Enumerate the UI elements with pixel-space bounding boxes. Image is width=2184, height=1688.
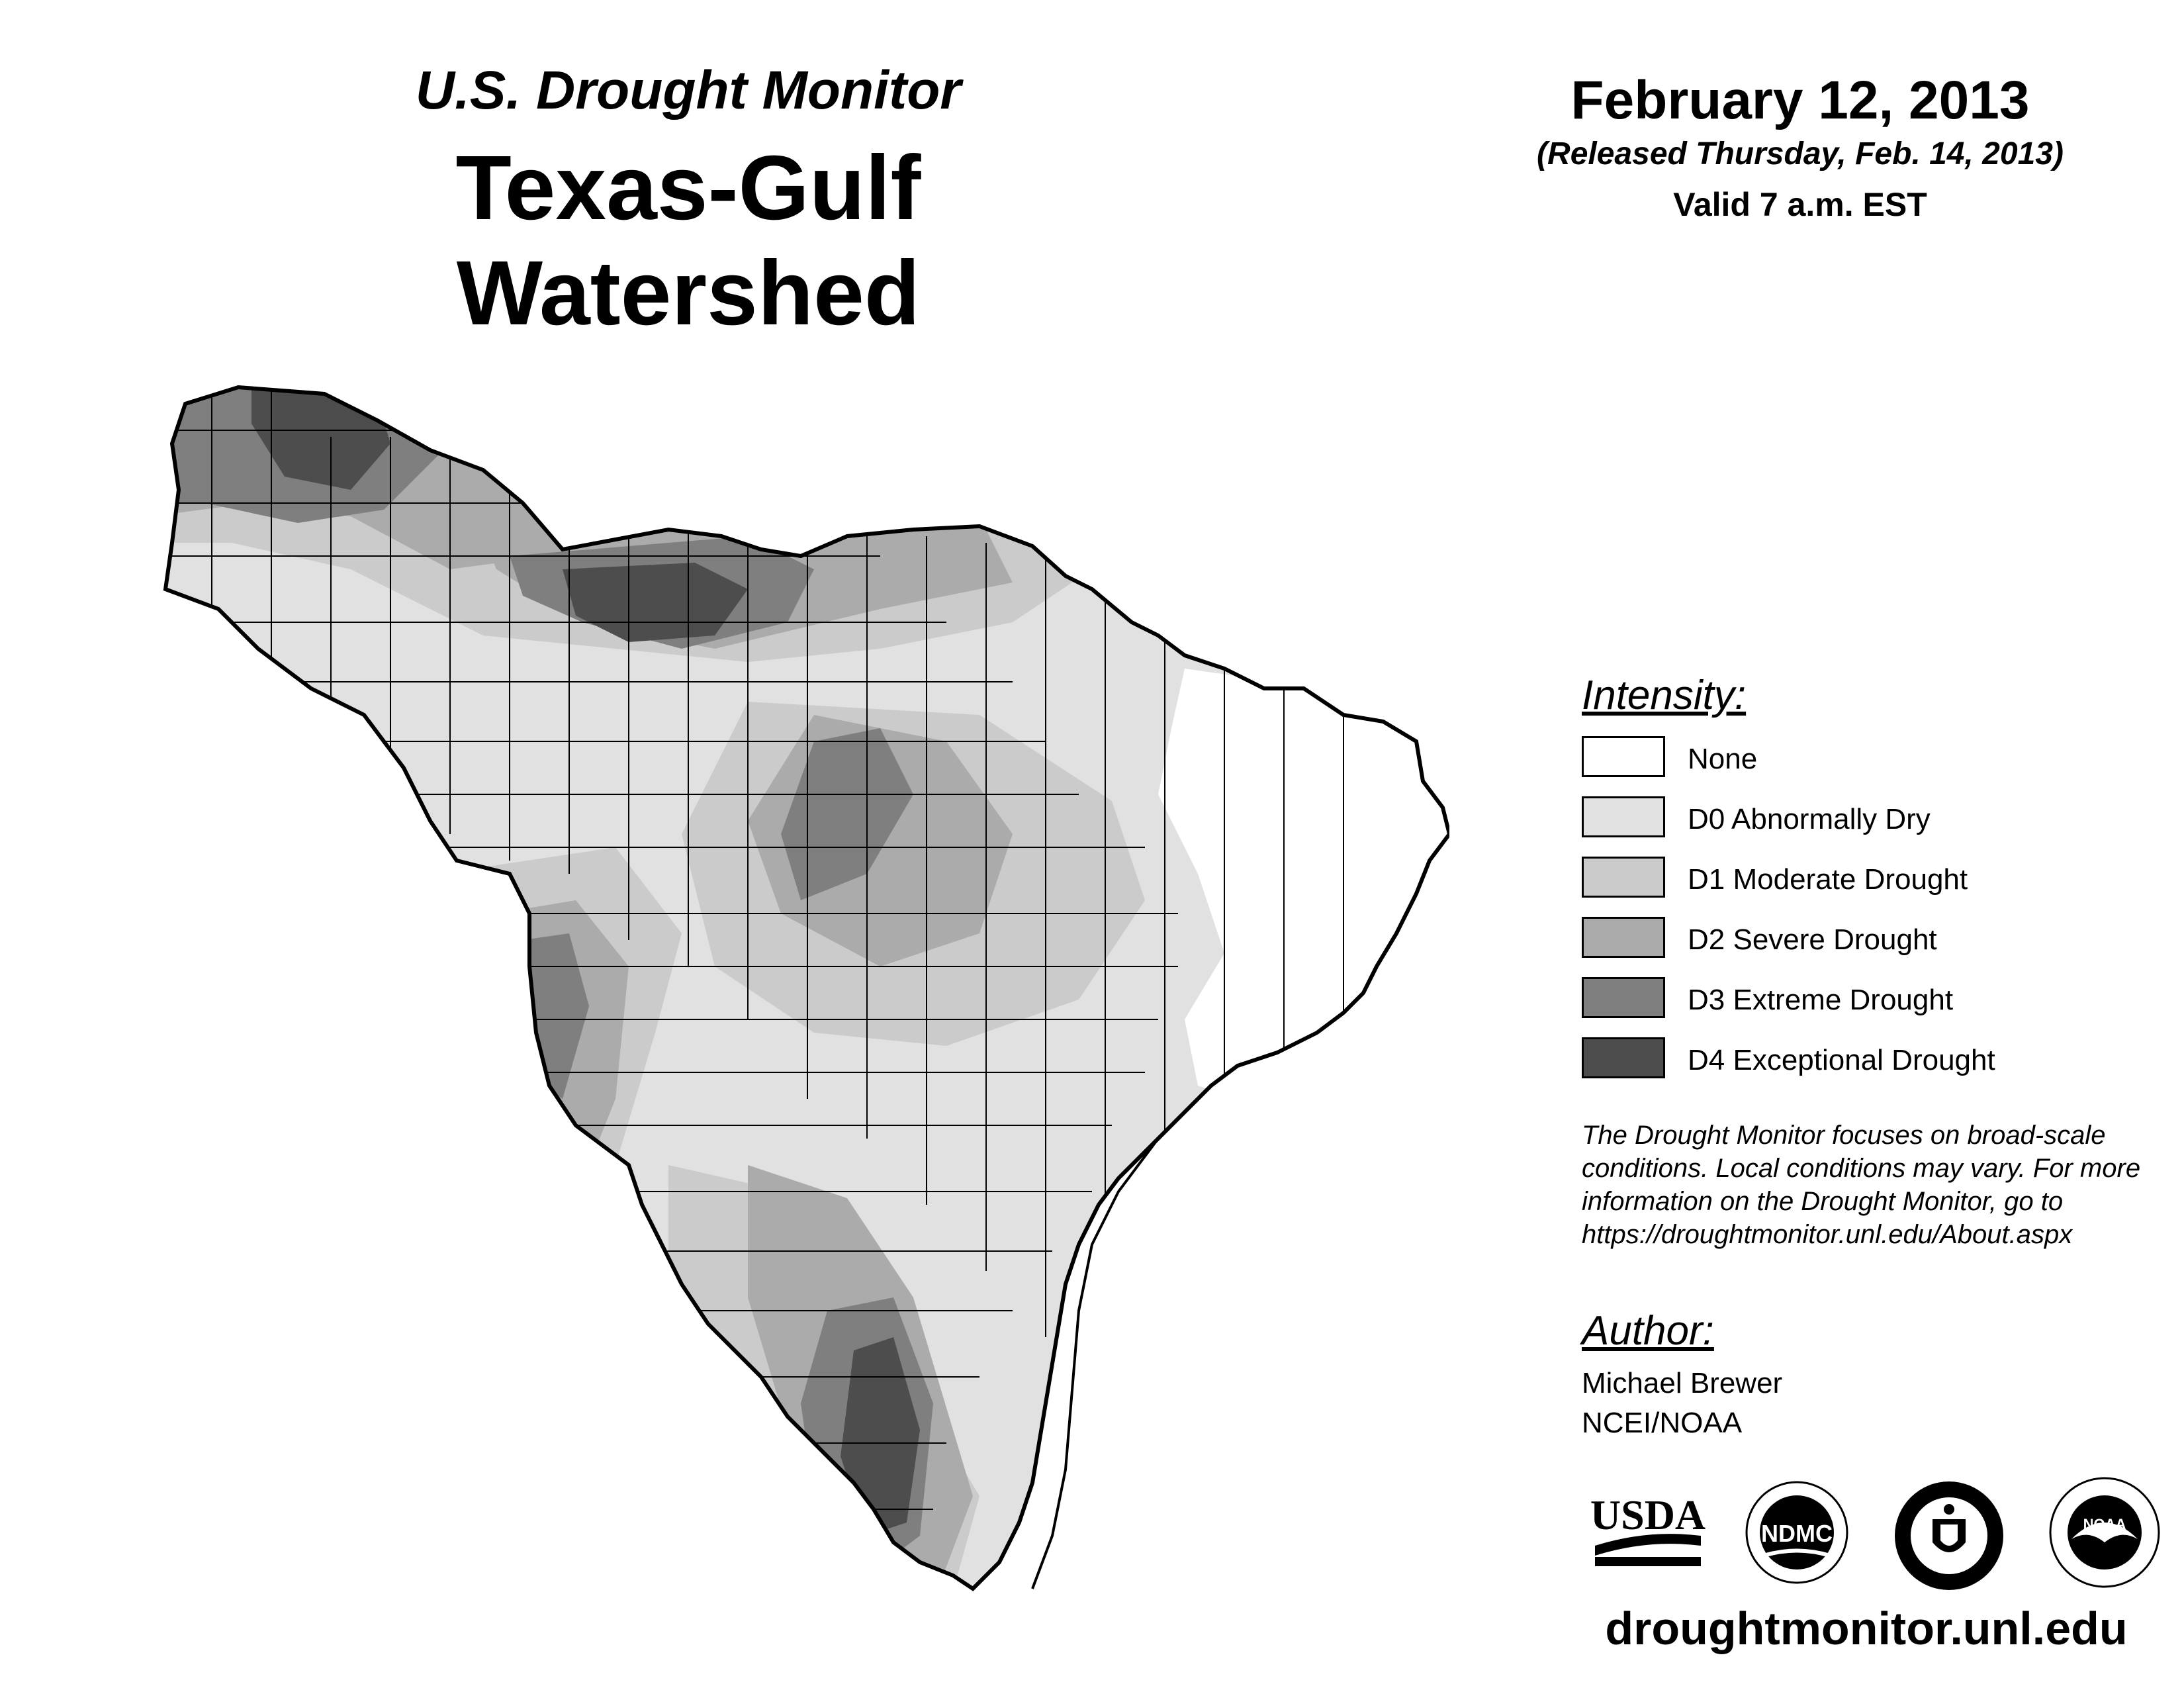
usda-logo-text: USDA	[1590, 1491, 1706, 1538]
legend-label-d3: D3 Extreme Drought	[1688, 984, 1954, 1016]
valid-time: Valid 7 a.m. EST	[1673, 186, 1927, 223]
usda-logo-icon: USDA	[1590, 1491, 1706, 1566]
legend-label-d0: D0 Abnormally Dry	[1688, 803, 1931, 835]
legend-swatch-d4	[1582, 1037, 1665, 1078]
legend-swatch-d1	[1582, 857, 1665, 898]
note-line: conditions. Local conditions may vary. F…	[1582, 1154, 2141, 1183]
noaa-logo-icon: NOAA	[2049, 1477, 2160, 1588]
legend-swatch-d0	[1582, 796, 1665, 837]
website-link[interactable]: droughtmonitor.unl.edu	[1605, 1603, 2128, 1654]
release-date: (Released Thursday, Feb. 14, 2013)	[1537, 136, 2064, 171]
author-heading: Author:	[1582, 1308, 1714, 1354]
ndmc-logo-icon: NDMC	[1745, 1481, 1848, 1584]
note-line: The Drought Monitor focuses on broad-sca…	[1582, 1121, 2106, 1150]
note-link[interactable]: https://droughtmonitor.unl.edu/About.asp…	[1582, 1220, 2073, 1249]
noaa-logo-text: NOAA	[2083, 1516, 2126, 1532]
ndmc-logo-text: NDMC	[1761, 1520, 1833, 1547]
legend-label-d4: D4 Exceptional Drought	[1688, 1044, 1995, 1076]
valid-date: February 12, 2013	[1570, 70, 2030, 130]
legend-swatch-d3	[1582, 977, 1665, 1018]
legend-label-none: None	[1688, 743, 1758, 775]
map-title: Texas-Gulf Watershed	[455, 137, 921, 344]
legend-swatch-d2	[1582, 917, 1665, 958]
disclaimer-note: The Drought Monitor focuses on broad-sca…	[1582, 1119, 2177, 1251]
map-subtitle: U.S. Drought Monitor	[415, 60, 962, 120]
note-line: information on the Drought Monitor, go t…	[1582, 1187, 2064, 1216]
legend-label-d2: D2 Severe Drought	[1688, 923, 1937, 956]
author-organization: NCEI/NOAA	[1582, 1407, 1743, 1439]
legend-swatch-none	[1582, 736, 1665, 777]
drought-map	[163, 385, 1449, 1591]
commerce-seal-icon	[1895, 1481, 2003, 1590]
legend-title: Intensity:	[1582, 673, 1747, 718]
author-name: Michael Brewer	[1582, 1367, 1783, 1399]
legend-label-d1: D1 Moderate Drought	[1688, 863, 1968, 896]
